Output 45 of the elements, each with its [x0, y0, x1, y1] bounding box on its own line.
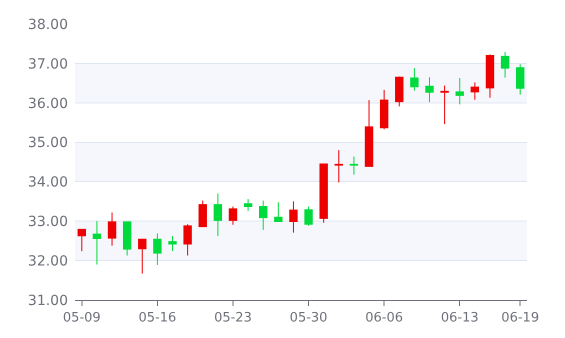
y-tick-label: 34.00 — [28, 174, 68, 191]
candlestick — [334, 150, 343, 183]
y-tick-label: 31.00 — [28, 292, 68, 309]
x-tick-label: 05-30 — [290, 310, 328, 326]
candlestick — [395, 76, 404, 107]
candlestick — [456, 78, 464, 105]
candlestick — [350, 156, 358, 176]
x-tick-label: 05-23 — [214, 310, 252, 326]
candlestick — [364, 100, 374, 167]
candlestick — [319, 163, 328, 224]
candlestick — [92, 220, 102, 266]
candlestick — [138, 238, 146, 274]
candlestick — [410, 68, 419, 92]
candlestick — [425, 76, 434, 103]
x-tick-label: 05-09 — [62, 310, 101, 326]
candlestick — [259, 200, 268, 230]
candlestick — [289, 200, 298, 234]
y-tick-label: 35.00 — [28, 135, 68, 152]
y-tick-label: 36.00 — [28, 96, 68, 112]
candlestick — [470, 82, 480, 100]
candlestick — [274, 202, 283, 222]
x-tick-label: 06-13 — [440, 310, 479, 326]
candlestick — [153, 232, 162, 266]
y-tick-label: 37.00 — [28, 56, 68, 72]
candlestick — [122, 221, 132, 256]
candlestick — [440, 85, 449, 125]
y-tick-label: 32.00 — [28, 253, 68, 270]
candlestick — [244, 198, 252, 212]
candlestick — [108, 212, 116, 246]
candlestick — [486, 54, 494, 98]
candlestick — [500, 51, 510, 78]
y-tick-label: 33.00 — [28, 214, 68, 230]
candlestick — [168, 236, 177, 252]
x-tick-label: 06-06 — [365, 310, 404, 326]
candlestick — [78, 228, 86, 252]
y-tick-label: 38.00 — [28, 16, 68, 33]
x-tick-label: 06-19 — [501, 310, 540, 326]
x-tick-label: 05-16 — [138, 310, 176, 326]
candlestick — [304, 206, 313, 226]
candlestick — [198, 200, 207, 228]
candlestick — [183, 224, 192, 256]
candlestick — [516, 64, 524, 96]
candlestick — [380, 89, 388, 130]
candlestick — [228, 206, 238, 226]
candlestick — [214, 193, 222, 237]
